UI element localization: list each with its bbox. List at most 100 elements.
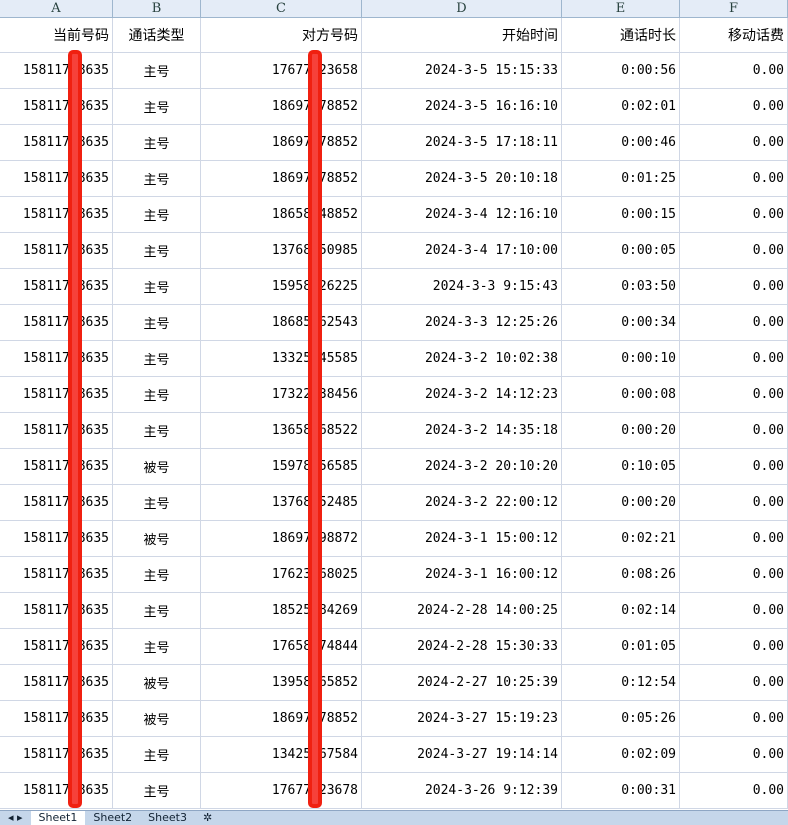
cell-duration[interactable]: 0:08:26 xyxy=(562,557,680,592)
cell-start-time[interactable]: 2024-3-26 9:12:39 xyxy=(362,773,562,808)
header-cell-current-number[interactable]: 当前号码 xyxy=(0,18,113,52)
cell-start-time[interactable]: 2024-2-28 15:30:33 xyxy=(362,629,562,664)
column-header-e[interactable]: E xyxy=(562,0,680,18)
column-header-d[interactable]: D xyxy=(362,0,562,18)
cell-duration[interactable]: 0:01:05 xyxy=(562,629,680,664)
cell-fee[interactable]: 0.00 xyxy=(680,161,788,196)
cell-duration[interactable]: 0:00:34 xyxy=(562,305,680,340)
cell-start-time[interactable]: 2024-3-5 20:10:18 xyxy=(362,161,562,196)
tab-sheet2[interactable]: Sheet2 xyxy=(93,811,133,824)
cell-other-number[interactable]: 18697378852 xyxy=(201,125,362,160)
cell-start-time[interactable]: 2024-2-27 10:25:39 xyxy=(362,665,562,700)
cell-call-type[interactable]: 被号 xyxy=(113,449,201,484)
cell-start-time[interactable]: 2024-3-2 14:35:18 xyxy=(362,413,562,448)
cell-other-number[interactable]: 18697598872 xyxy=(201,521,362,556)
cell-start-time[interactable]: 2024-3-2 10:02:38 xyxy=(362,341,562,376)
cell-start-time[interactable]: 2024-3-4 12:16:10 xyxy=(362,197,562,232)
cell-fee[interactable]: 0.00 xyxy=(680,485,788,520)
cell-call-type[interactable]: 主号 xyxy=(113,737,201,772)
cell-fee[interactable]: 0.00 xyxy=(680,377,788,412)
cell-current-number[interactable]: 15811758635 xyxy=(0,197,113,232)
cell-current-number[interactable]: 15811758635 xyxy=(0,629,113,664)
cell-start-time[interactable]: 2024-3-27 19:14:14 xyxy=(362,737,562,772)
cell-fee[interactable]: 0.00 xyxy=(680,449,788,484)
cell-call-type[interactable]: 主号 xyxy=(113,197,201,232)
column-header-a[interactable]: A xyxy=(0,0,113,18)
cell-fee[interactable]: 0.00 xyxy=(680,413,788,448)
cell-call-type[interactable]: 主号 xyxy=(113,413,201,448)
cell-current-number[interactable]: 15811758635 xyxy=(0,449,113,484)
cell-duration[interactable]: 0:00:46 xyxy=(562,125,680,160)
header-cell-fee[interactable]: 移动话费 xyxy=(680,18,788,52)
cell-fee[interactable]: 0.00 xyxy=(680,665,788,700)
cell-start-time[interactable]: 2024-3-3 12:25:26 xyxy=(362,305,562,340)
cell-other-number[interactable]: 15958426225 xyxy=(201,269,362,304)
cell-duration[interactable]: 0:00:15 xyxy=(562,197,680,232)
cell-call-type[interactable]: 主号 xyxy=(113,305,201,340)
cell-call-type[interactable]: 主号 xyxy=(113,485,201,520)
cell-duration[interactable]: 0:00:08 xyxy=(562,377,680,412)
insert-sheet-icon[interactable]: ✲ xyxy=(202,811,213,824)
cell-call-type[interactable]: 主号 xyxy=(113,557,201,592)
cell-start-time[interactable]: 2024-3-3 9:15:43 xyxy=(362,269,562,304)
cell-start-time[interactable]: 2024-2-28 14:00:25 xyxy=(362,593,562,628)
cell-call-type[interactable]: 主号 xyxy=(113,53,201,88)
cell-call-type[interactable]: 主号 xyxy=(113,341,201,376)
cell-current-number[interactable]: 15811758635 xyxy=(0,485,113,520)
cell-call-type[interactable]: 主号 xyxy=(113,593,201,628)
cell-current-number[interactable]: 15811758635 xyxy=(0,377,113,412)
cell-other-number[interactable]: 15978156585 xyxy=(201,449,362,484)
cell-current-number[interactable]: 15811758635 xyxy=(0,269,113,304)
cell-call-type[interactable]: 主号 xyxy=(113,161,201,196)
cell-duration[interactable]: 0:05:26 xyxy=(562,701,680,736)
cell-duration[interactable]: 0:01:25 xyxy=(562,161,680,196)
cell-other-number[interactable]: 18697378852 xyxy=(201,161,362,196)
cell-call-type[interactable]: 主号 xyxy=(113,125,201,160)
cell-other-number[interactable]: 18685562543 xyxy=(201,305,362,340)
cell-current-number[interactable]: 15811758635 xyxy=(0,521,113,556)
cell-duration[interactable]: 0:12:54 xyxy=(562,665,680,700)
cell-fee[interactable]: 0.00 xyxy=(680,737,788,772)
cell-current-number[interactable]: 15811758635 xyxy=(0,593,113,628)
cell-duration[interactable]: 0:02:14 xyxy=(562,593,680,628)
cell-start-time[interactable]: 2024-3-2 22:00:12 xyxy=(362,485,562,520)
cell-call-type[interactable]: 主号 xyxy=(113,773,201,808)
cell-call-type[interactable]: 主号 xyxy=(113,377,201,412)
cell-fee[interactable]: 0.00 xyxy=(680,341,788,376)
cell-start-time[interactable]: 2024-3-5 16:16:10 xyxy=(362,89,562,124)
cell-fee[interactable]: 0.00 xyxy=(680,269,788,304)
column-header-f[interactable]: F xyxy=(680,0,788,18)
cell-fee[interactable]: 0.00 xyxy=(680,305,788,340)
cell-duration[interactable]: 0:00:05 xyxy=(562,233,680,268)
cell-fee[interactable]: 0.00 xyxy=(680,629,788,664)
cell-call-type[interactable]: 主号 xyxy=(113,89,201,124)
cell-current-number[interactable]: 15811758635 xyxy=(0,737,113,772)
cell-duration[interactable]: 0:00:56 xyxy=(562,53,680,88)
cell-other-number[interactable]: 13768250985 xyxy=(201,233,362,268)
column-header-c[interactable]: C xyxy=(201,0,362,18)
cell-current-number[interactable]: 15811758635 xyxy=(0,161,113,196)
header-cell-start-time[interactable]: 开始时间 xyxy=(362,18,562,52)
cell-fee[interactable]: 0.00 xyxy=(680,53,788,88)
cell-fee[interactable]: 0.00 xyxy=(680,197,788,232)
cell-other-number[interactable]: 13958265852 xyxy=(201,665,362,700)
cell-fee[interactable]: 0.00 xyxy=(680,233,788,268)
cell-other-number[interactable]: 13658568522 xyxy=(201,413,362,448)
cell-fee[interactable]: 0.00 xyxy=(680,701,788,736)
header-cell-other-number[interactable]: 对方号码 xyxy=(201,18,362,52)
cell-other-number[interactable]: 17677123658 xyxy=(201,53,362,88)
cell-fee[interactable]: 0.00 xyxy=(680,773,788,808)
cell-duration[interactable]: 0:02:21 xyxy=(562,521,680,556)
cell-fee[interactable]: 0.00 xyxy=(680,89,788,124)
cell-other-number[interactable]: 18525584269 xyxy=(201,593,362,628)
cell-call-type[interactable]: 被号 xyxy=(113,521,201,556)
cell-start-time[interactable]: 2024-3-1 15:00:12 xyxy=(362,521,562,556)
cell-start-time[interactable]: 2024-3-2 20:10:20 xyxy=(362,449,562,484)
cell-current-number[interactable]: 15811758635 xyxy=(0,413,113,448)
cell-current-number[interactable]: 15811758635 xyxy=(0,53,113,88)
cell-duration[interactable]: 0:10:05 xyxy=(562,449,680,484)
cell-duration[interactable]: 0:00:10 xyxy=(562,341,680,376)
cell-other-number[interactable]: 18697378852 xyxy=(201,89,362,124)
cell-current-number[interactable]: 15811758635 xyxy=(0,341,113,376)
cell-other-number[interactable]: 18658548852 xyxy=(201,197,362,232)
